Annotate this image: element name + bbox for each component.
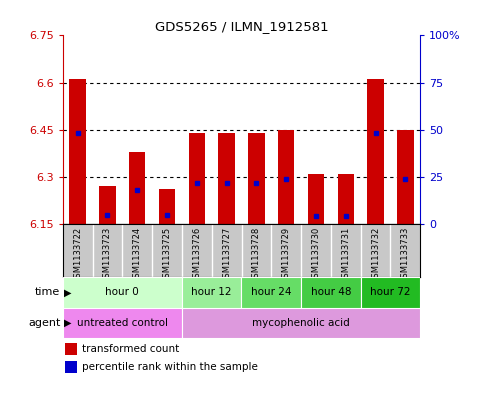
Text: ▶: ▶ [64, 318, 71, 328]
Text: GSM1133726: GSM1133726 [192, 227, 201, 283]
Bar [308, 174, 324, 224]
Bar [63, 308, 182, 338]
Text: agent: agent [28, 318, 60, 328]
Text: hour 12: hour 12 [191, 287, 232, 298]
Bar [368, 79, 384, 224]
Bar [129, 152, 145, 224]
Text: GSM1133729: GSM1133729 [282, 227, 291, 283]
Text: time: time [35, 287, 60, 298]
Text: hour 72: hour 72 [370, 287, 411, 298]
Bar [65, 343, 77, 355]
Text: untreated control: untreated control [77, 318, 168, 328]
Bar [301, 277, 361, 308]
Text: GSM1133722: GSM1133722 [73, 227, 82, 283]
Bar [63, 277, 182, 308]
Bar [159, 189, 175, 224]
Text: GSM1133725: GSM1133725 [163, 227, 171, 283]
Text: GSM1133727: GSM1133727 [222, 227, 231, 283]
Bar [278, 130, 294, 224]
Text: GSM1133732: GSM1133732 [371, 227, 380, 283]
Text: transformed count: transformed count [83, 344, 180, 354]
Text: percentile rank within the sample: percentile rank within the sample [83, 362, 258, 372]
Text: ▶: ▶ [64, 287, 71, 298]
Title: GDS5265 / ILMN_1912581: GDS5265 / ILMN_1912581 [155, 20, 328, 33]
Text: hour 48: hour 48 [311, 287, 351, 298]
Bar [218, 133, 235, 224]
Bar [182, 277, 242, 308]
Text: hour 0: hour 0 [105, 287, 139, 298]
Bar [397, 130, 413, 224]
Bar [338, 174, 354, 224]
Text: GSM1133723: GSM1133723 [103, 227, 112, 283]
Text: GSM1133730: GSM1133730 [312, 227, 320, 283]
Bar [182, 308, 420, 338]
Text: GSM1133728: GSM1133728 [252, 227, 261, 283]
Bar [242, 277, 301, 308]
Bar [248, 133, 265, 224]
Text: hour 24: hour 24 [251, 287, 292, 298]
Bar [99, 186, 115, 224]
Text: GSM1133724: GSM1133724 [133, 227, 142, 283]
Bar [361, 277, 420, 308]
Text: mycophenolic acid: mycophenolic acid [252, 318, 350, 328]
Text: GSM1133731: GSM1133731 [341, 227, 350, 283]
Bar [189, 133, 205, 224]
Bar [70, 79, 86, 224]
Bar [65, 361, 77, 373]
Text: GSM1133733: GSM1133733 [401, 227, 410, 283]
